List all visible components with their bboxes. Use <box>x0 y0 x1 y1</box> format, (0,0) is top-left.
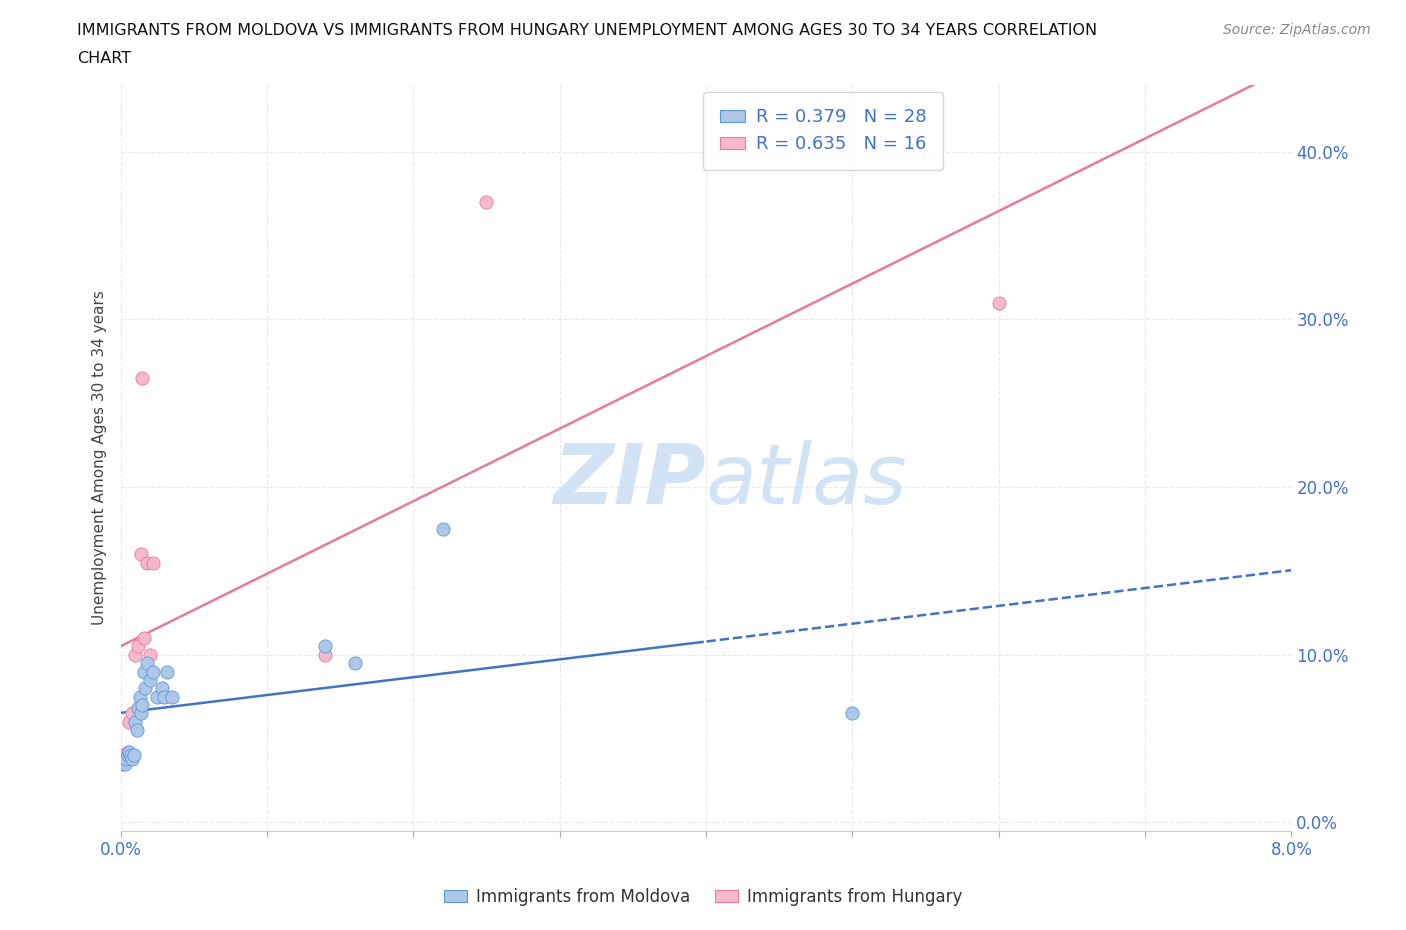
Point <box>160 689 183 704</box>
Text: CHART: CHART <box>77 51 131 66</box>
Point <box>121 751 143 766</box>
Point <box>117 745 139 760</box>
Point <box>841 706 863 721</box>
Point <box>131 698 153 712</box>
Text: ZIP: ZIP <box>554 440 706 521</box>
Point <box>118 714 141 729</box>
Legend: R = 0.379   N = 28, R = 0.635   N = 16: R = 0.379 N = 28, R = 0.635 N = 16 <box>703 92 942 170</box>
Point <box>314 639 336 654</box>
Point <box>146 689 169 704</box>
Point <box>139 647 162 662</box>
Point <box>121 706 143 721</box>
Point <box>139 672 162 687</box>
Point <box>112 748 135 763</box>
Point <box>135 656 157 671</box>
Point <box>127 701 149 716</box>
Point <box>125 723 148 737</box>
Point <box>475 194 498 209</box>
Point <box>115 751 138 766</box>
Point <box>343 656 366 671</box>
Point <box>132 631 155 645</box>
Legend: Immigrants from Moldova, Immigrants from Hungary: Immigrants from Moldova, Immigrants from… <box>437 881 969 912</box>
Text: atlas: atlas <box>706 440 908 521</box>
Point <box>156 664 179 679</box>
Point <box>314 647 336 662</box>
Point <box>135 555 157 570</box>
Point <box>124 714 146 729</box>
Point <box>124 647 146 662</box>
Point <box>131 371 153 386</box>
Point <box>114 756 136 771</box>
Point <box>129 706 152 721</box>
Point <box>129 547 152 562</box>
Point <box>153 689 176 704</box>
Point <box>115 751 138 766</box>
Point <box>134 681 156 696</box>
Point <box>987 295 1010 310</box>
Point <box>112 756 135 771</box>
Point <box>122 748 145 763</box>
Y-axis label: Unemployment Among Ages 30 to 34 years: Unemployment Among Ages 30 to 34 years <box>93 290 107 625</box>
Point <box>142 555 165 570</box>
Point <box>142 664 165 679</box>
Point <box>132 664 155 679</box>
Text: Source: ZipAtlas.com: Source: ZipAtlas.com <box>1223 23 1371 37</box>
Text: IMMIGRANTS FROM MOLDOVA VS IMMIGRANTS FROM HUNGARY UNEMPLOYMENT AMONG AGES 30 TO: IMMIGRANTS FROM MOLDOVA VS IMMIGRANTS FR… <box>77 23 1098 38</box>
Point <box>127 639 149 654</box>
Point <box>432 522 454 537</box>
Point <box>118 745 141 760</box>
Point <box>117 748 139 763</box>
Point <box>128 689 150 704</box>
Point <box>150 681 173 696</box>
Point <box>120 748 142 763</box>
